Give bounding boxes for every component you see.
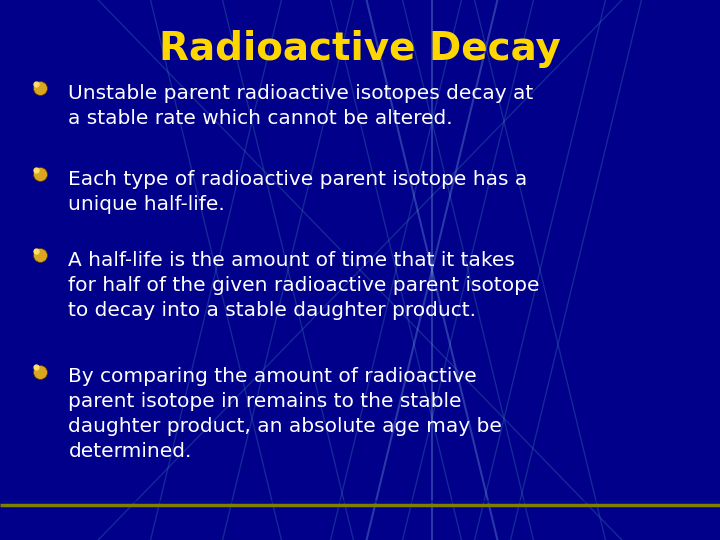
Text: A half-life is the amount of time that it takes
for half of the given radioactiv: A half-life is the amount of time that i… [68, 251, 540, 320]
Text: Radioactive Decay: Radioactive Decay [159, 30, 561, 68]
Text: Unstable parent radioactive isotopes decay at
a stable rate which cannot be alte: Unstable parent radioactive isotopes dec… [68, 84, 534, 127]
Text: Each type of radioactive parent isotope has a
unique half-life.: Each type of radioactive parent isotope … [68, 170, 528, 214]
Text: By comparing the amount of radioactive
parent isotope in remains to the stable
d: By comparing the amount of radioactive p… [68, 367, 503, 461]
